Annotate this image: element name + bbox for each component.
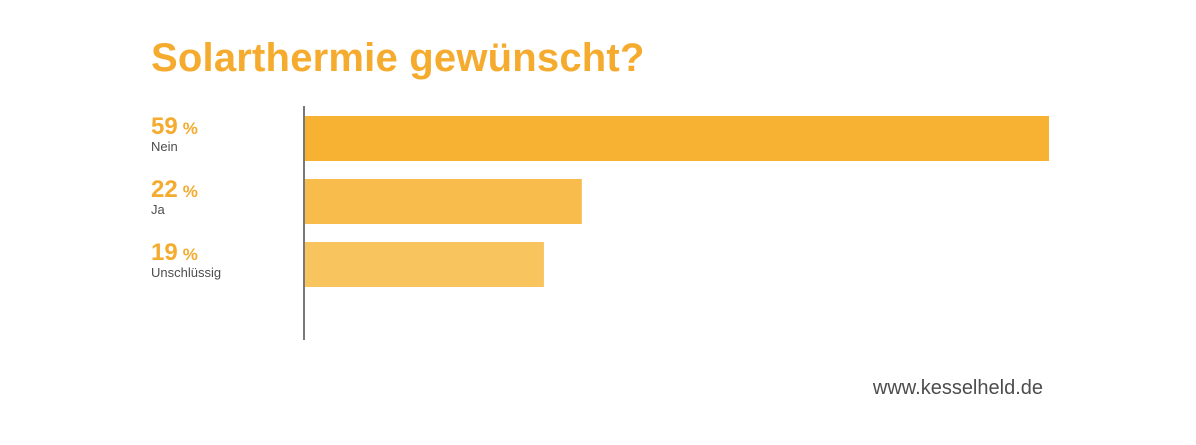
footer-website: www.kesselheld.de [872, 377, 1043, 399]
value-label: 22% [151, 176, 198, 203]
value-label: 19% [151, 239, 198, 266]
category-label: Unschlüssig [151, 265, 221, 280]
bar-ja [305, 179, 582, 224]
bar-nein [305, 116, 1049, 161]
category-label: Ja [151, 202, 166, 217]
bar-unschlüssig [305, 242, 544, 287]
chart-title: Solarthermie gewünscht? [151, 36, 645, 80]
category-label: Nein [151, 139, 178, 154]
value-label: 59% [151, 113, 198, 140]
